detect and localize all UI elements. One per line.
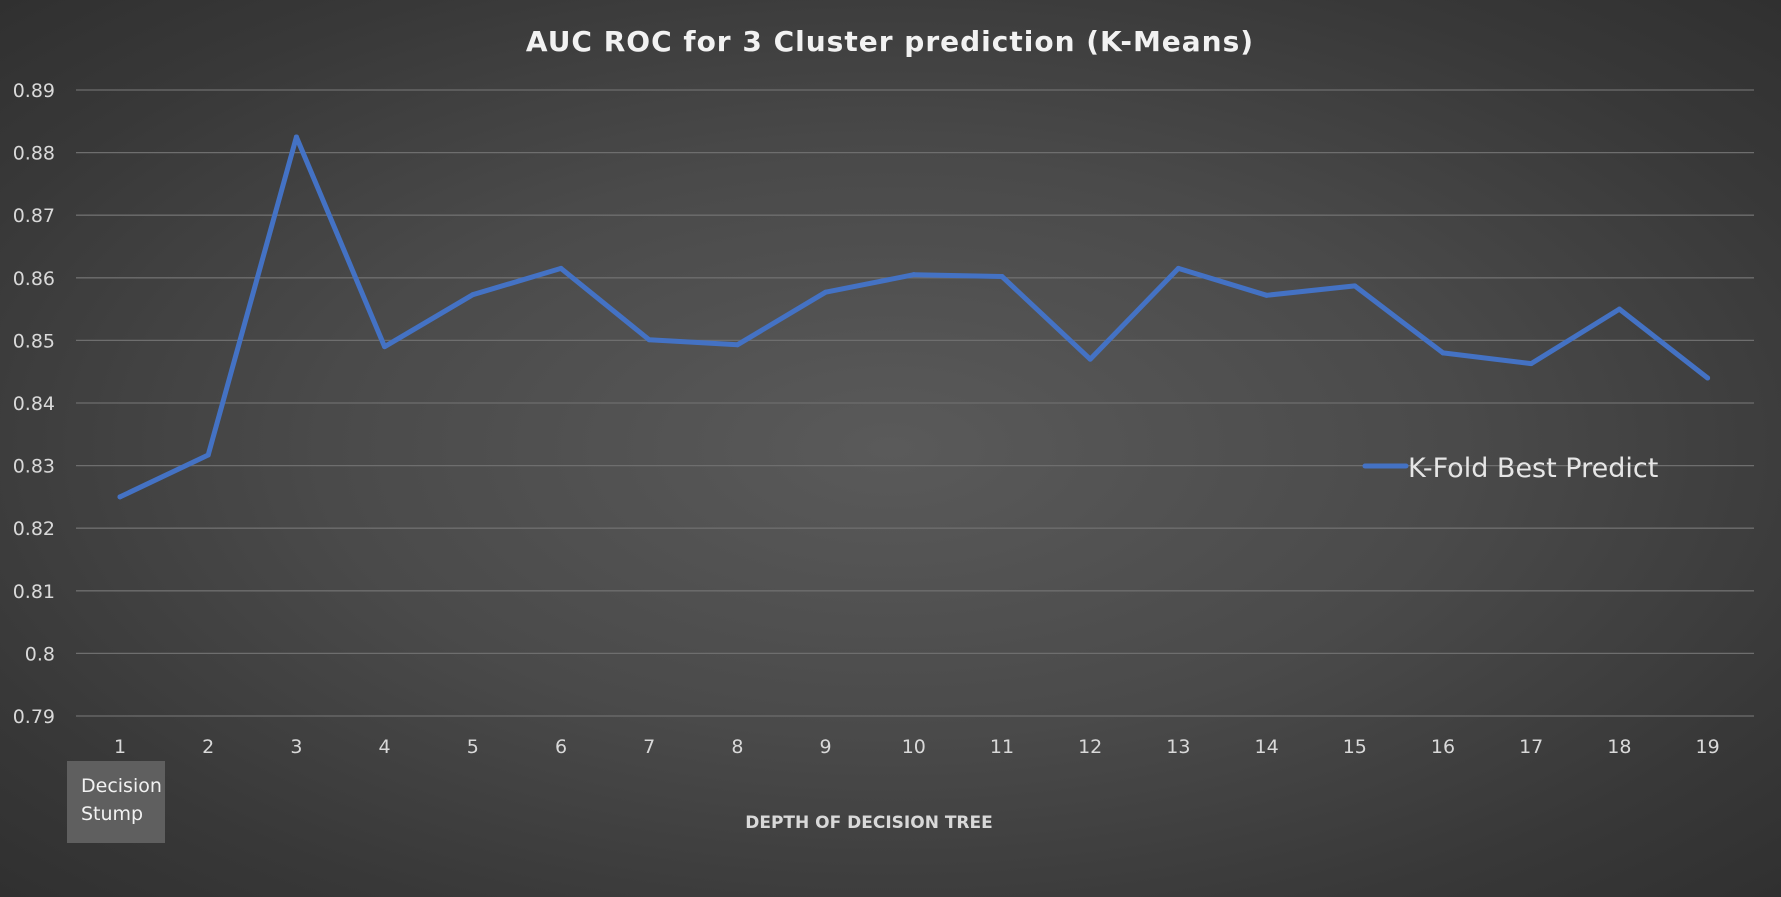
x-tick-label: 9 <box>820 736 832 758</box>
y-tick-label: 0.85 <box>13 330 55 352</box>
data-point <box>558 265 564 271</box>
x-tick-label: 11 <box>990 736 1014 758</box>
y-tick-label: 0.88 <box>13 143 55 165</box>
data-point <box>646 337 652 343</box>
x-tick-label: 4 <box>379 736 391 758</box>
data-point <box>1264 292 1270 298</box>
x-tick-label: 1 <box>114 736 126 758</box>
x-axis-title: DEPTH OF DECISION TREE <box>745 813 993 833</box>
annotation-text-line-1: Decision <box>81 775 162 797</box>
y-tick-label: 0.82 <box>13 518 55 540</box>
x-tick-label: 5 <box>467 736 479 758</box>
gridlines <box>76 89 1754 717</box>
x-tick-label: 15 <box>1343 736 1367 758</box>
x-tick-label: 8 <box>731 736 743 758</box>
y-axis-tick-labels: 0.79 0.8 0.81 0.82 0.83 0.84 0.85 0.86 0.87 0.88 0… <box>13 80 55 728</box>
legend-label-k-fold-best-predict: K-Fold Best Predict <box>1408 453 1658 484</box>
data-point <box>1087 356 1093 362</box>
data-point <box>1175 265 1181 271</box>
series-k-fold-best-predict <box>117 134 1711 500</box>
data-point <box>470 292 476 298</box>
annotation-box <box>67 761 165 843</box>
data-point <box>1440 350 1446 356</box>
x-tick-label: 18 <box>1607 736 1631 758</box>
data-point <box>734 342 740 348</box>
x-tick-label: 3 <box>290 736 302 758</box>
y-tick-label: 0.86 <box>13 268 55 290</box>
x-tick-label: 17 <box>1519 736 1543 758</box>
x-tick-label: 16 <box>1431 736 1455 758</box>
x-tick-label: 13 <box>1166 736 1190 758</box>
x-tick-label: 2 <box>202 736 214 758</box>
data-point <box>1528 361 1534 367</box>
x-tick-label: 12 <box>1078 736 1102 758</box>
data-point <box>823 289 829 295</box>
x-tick-label: 6 <box>555 736 567 758</box>
data-point <box>1705 375 1711 381</box>
data-point <box>1616 306 1622 312</box>
y-tick-label: 0.87 <box>13 205 55 227</box>
x-axis-tick-labels: 1 2 3 4 5 6 7 8 9 10 11 12 13 14 15 16 17 18 19 <box>114 736 1720 758</box>
data-point <box>293 134 299 140</box>
decision-stump-annotation: Decision Stump <box>67 761 165 843</box>
y-tick-label: 0.89 <box>13 80 55 102</box>
annotation-text-line-2: Stump <box>81 803 143 825</box>
series-line-k-fold-best-predict <box>117 134 1711 500</box>
data-point <box>999 274 1005 280</box>
y-tick-label: 0.8 <box>25 643 55 665</box>
data-point <box>382 344 388 350</box>
data-points <box>117 134 1711 500</box>
y-tick-label: 0.83 <box>13 456 55 478</box>
x-tick-label: 19 <box>1696 736 1720 758</box>
data-point <box>1352 283 1358 289</box>
data-point <box>205 452 211 458</box>
chart-title: AUC ROC for 3 Cluster prediction (K-Mean… <box>526 25 1254 58</box>
y-tick-label: 0.81 <box>13 581 55 603</box>
legend: K-Fold Best Predict <box>1362 453 1658 484</box>
x-tick-label: 7 <box>643 736 655 758</box>
y-tick-label: 0.84 <box>13 393 55 415</box>
data-point <box>117 494 123 500</box>
data-point <box>911 272 917 278</box>
x-tick-label: 14 <box>1255 736 1279 758</box>
y-tick-label: 0.79 <box>13 706 55 728</box>
x-tick-label: 10 <box>902 736 926 758</box>
